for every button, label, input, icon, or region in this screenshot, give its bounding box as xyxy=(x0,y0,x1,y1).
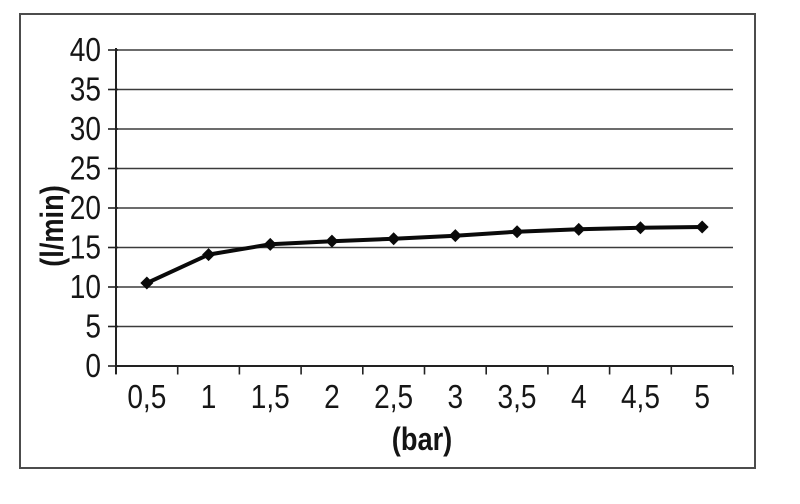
y-tick-label: 40 xyxy=(70,32,101,69)
y-tick-label: 5 xyxy=(85,308,101,345)
y-tick-label: 10 xyxy=(70,269,101,306)
y-tick-label: 25 xyxy=(70,150,101,187)
y-tick-label: 30 xyxy=(70,111,101,148)
y-tick-label: 35 xyxy=(70,71,101,108)
x-tick-label: 5 xyxy=(694,379,710,416)
x-tick-label: 0,5 xyxy=(127,379,166,416)
x-tick-label: 2 xyxy=(324,379,340,416)
data-point-marker xyxy=(202,248,216,262)
x-tick-label: 1 xyxy=(201,379,217,416)
x-tick-label: 1,5 xyxy=(251,379,290,416)
data-point-marker xyxy=(263,237,277,251)
data-point-marker xyxy=(140,276,154,290)
data-point-marker xyxy=(572,222,586,236)
y-tick-label: 20 xyxy=(70,190,101,227)
y-axis-title: (l/min) xyxy=(34,185,70,267)
data-point-marker xyxy=(448,229,462,243)
data-point-marker xyxy=(510,225,524,239)
x-tick-label: 4,5 xyxy=(621,379,660,416)
series-line xyxy=(145,225,703,285)
data-point-marker xyxy=(695,220,709,234)
data-point-marker xyxy=(387,232,401,246)
data-point-marker xyxy=(633,221,647,235)
x-tick-label: 4 xyxy=(571,379,587,416)
x-axis-title: (bar) xyxy=(391,421,453,457)
x-tick-label: 3,5 xyxy=(498,379,537,416)
x-tick-label: 3 xyxy=(448,379,464,416)
y-tick-label: 15 xyxy=(70,229,101,266)
x-tick-label: 2,5 xyxy=(374,379,413,416)
data-point-marker xyxy=(325,234,339,248)
y-tick-label: 0 xyxy=(85,348,101,385)
